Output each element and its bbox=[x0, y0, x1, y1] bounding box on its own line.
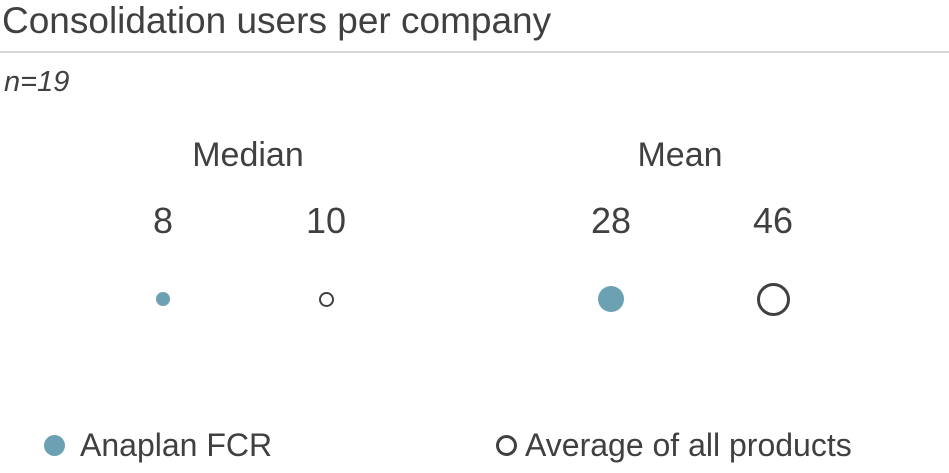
bubble-area bbox=[251, 243, 401, 355]
chart-title: Consolidation users per company bbox=[2, 0, 552, 41]
legend-label: Average of all products bbox=[525, 427, 852, 463]
filled-circle-icon bbox=[44, 435, 65, 456]
bubble-area bbox=[698, 243, 848, 355]
bubble-area bbox=[88, 243, 238, 355]
value-label: 28 bbox=[590, 200, 632, 241]
group-label-median: Median bbox=[192, 136, 304, 174]
sample-size-note: n=19 bbox=[4, 66, 70, 98]
datapoint-median-average: 10 bbox=[251, 199, 401, 355]
filled-circle-icon bbox=[598, 286, 624, 312]
legend-item-average-of-all-products: Average of all products bbox=[496, 427, 852, 464]
datapoint-mean-anaplan-fcr: 28 bbox=[536, 199, 686, 355]
value-label: 10 bbox=[305, 200, 347, 241]
legend-label: Anaplan FCR bbox=[80, 427, 273, 463]
open-circle-icon bbox=[756, 282, 790, 316]
legend-item-anaplan-fcr: Anaplan FCR bbox=[44, 427, 272, 464]
open-circle-icon bbox=[496, 435, 517, 456]
group-label-mean: Mean bbox=[637, 136, 723, 174]
value-label: 8 bbox=[152, 200, 174, 241]
datapoint-mean-average: 46 bbox=[698, 199, 848, 355]
open-circle-icon bbox=[318, 291, 334, 307]
bubble-area bbox=[536, 243, 686, 355]
filled-circle-icon bbox=[156, 292, 170, 306]
title-divider bbox=[0, 51, 949, 53]
datapoint-median-anaplan-fcr: 8 bbox=[88, 199, 238, 355]
value-label: 46 bbox=[752, 200, 794, 241]
